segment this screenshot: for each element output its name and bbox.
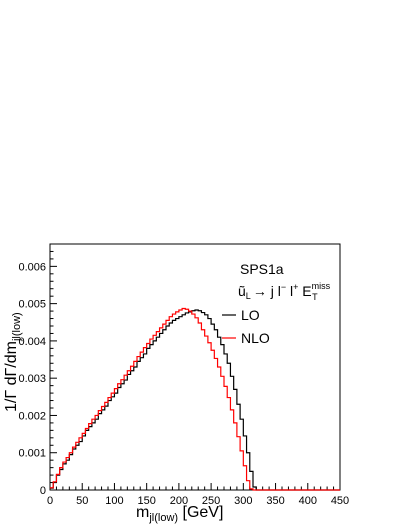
decay-label-part: miss <box>312 281 331 291</box>
x-tick-label: 250 <box>202 495 220 507</box>
x-axis-title-m: m <box>136 504 149 521</box>
legend-label-nlo: NLO <box>241 330 270 346</box>
decay-label-part: T <box>312 292 318 302</box>
y-tick-label: 0.004 <box>18 336 46 348</box>
decay-label-part: l <box>286 283 293 299</box>
series-nlo-line <box>50 307 340 491</box>
y-tick-label: 0.003 <box>18 373 46 385</box>
x-axis-title-sub: jl(low) <box>148 512 178 524</box>
y-tick-label: 0.006 <box>18 261 46 273</box>
x-tick-label: 150 <box>137 495 155 507</box>
decay-label-part: + <box>293 282 298 292</box>
legend: LO NLO <box>222 307 270 346</box>
y-tick-label: 0.002 <box>18 410 46 422</box>
x-tick-label: 200 <box>170 495 188 507</box>
y-axis-title-main: 1/Γ dΓ/dm <box>3 341 20 412</box>
x-tick-label: 100 <box>105 495 123 507</box>
decay-label-part: ũ <box>238 283 246 299</box>
y-axis-title: 1/Γ dΓ/dmjl(low) <box>3 312 23 412</box>
x-tick-label: 400 <box>299 495 317 507</box>
y-tick-label: 0 <box>40 485 46 497</box>
plot-frame <box>49 243 341 491</box>
y-axis: 0 0.001 0.002 0.003 0.004 0.005 0.006 <box>18 243 57 497</box>
x-axis-title-unit: [GeV] <box>178 504 223 521</box>
y-tick-label: 0.001 <box>18 448 46 460</box>
x-tick-label: 300 <box>234 495 252 507</box>
decay-label-part: E <box>298 283 311 299</box>
decay-label: ũL → j l− l+ Emiss T <box>238 281 331 302</box>
decay-label-part: L <box>246 291 251 301</box>
y-axis-title-sub: jl(low) <box>11 312 23 342</box>
series-layer <box>50 307 340 491</box>
decay-label-part: − <box>281 282 286 292</box>
x-tick-label: 0 <box>47 495 53 507</box>
x-axis: 0 50 100 150 200 250 300 350 400 450 <box>47 483 349 507</box>
x-tick-label: 50 <box>76 495 88 507</box>
legend-label-lo: LO <box>241 307 260 323</box>
x-axis-title: mjl(low) [GeV] <box>136 504 223 524</box>
x-tick-label: 450 <box>331 495 349 507</box>
x-tick-label: 350 <box>266 495 284 507</box>
series-lo-line <box>50 309 340 491</box>
y-tick-label: 0.005 <box>18 299 46 311</box>
decay-label-part: → j l <box>253 283 281 299</box>
process-label: SPS1a <box>240 261 284 277</box>
